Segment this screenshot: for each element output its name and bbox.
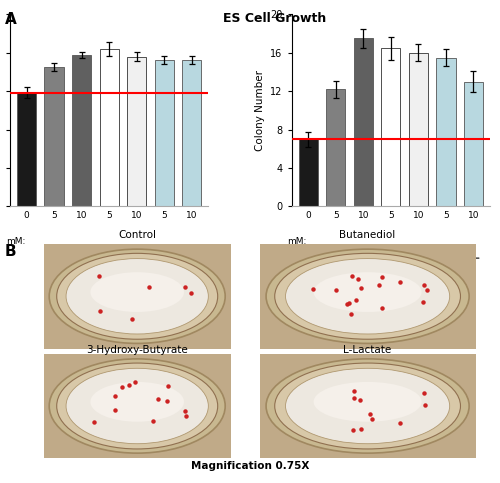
Text: p < 0.01: p < 0.01 [84, 297, 134, 307]
Text: B: B [5, 244, 16, 259]
Bar [154, 60, 174, 206]
Ellipse shape [90, 382, 184, 422]
Text: Control: Control [118, 230, 156, 240]
Ellipse shape [56, 363, 218, 449]
Ellipse shape [314, 272, 422, 312]
Text: 3HB: 3HB [394, 271, 414, 282]
Ellipse shape [314, 382, 422, 422]
Text: L-Lac: L-Lac [165, 271, 191, 282]
Bar [72, 55, 92, 206]
Text: A: A [5, 12, 17, 27]
Bar [326, 89, 345, 206]
Text: ES Cell Growth: ES Cell Growth [224, 12, 326, 25]
Bar [408, 53, 428, 206]
Text: 3HB: 3HB [113, 271, 133, 282]
Bar [354, 39, 373, 206]
FancyBboxPatch shape [44, 354, 231, 458]
Bar [127, 57, 146, 206]
Y-axis label: Colony Number: Colony Number [254, 70, 264, 151]
Ellipse shape [286, 369, 450, 444]
Ellipse shape [266, 249, 469, 343]
Text: mM:: mM: [288, 237, 307, 246]
FancyBboxPatch shape [44, 244, 231, 349]
Text: L-Lac: L-Lac [447, 271, 472, 282]
Text: BD: BD [60, 271, 75, 282]
Bar [298, 139, 318, 206]
Ellipse shape [66, 369, 208, 444]
Ellipse shape [266, 359, 469, 453]
Text: p < 0.01: p < 0.01 [366, 297, 416, 307]
Text: BD: BD [342, 271, 356, 282]
Bar [182, 60, 202, 206]
Text: mM:: mM: [6, 237, 25, 246]
Bar [100, 49, 119, 206]
Ellipse shape [66, 258, 208, 334]
Text: Magnification 0.75X: Magnification 0.75X [191, 461, 309, 471]
Bar [436, 57, 456, 206]
Ellipse shape [56, 254, 218, 339]
Text: Butanediol: Butanediol [340, 230, 396, 240]
FancyBboxPatch shape [260, 244, 476, 349]
Bar [17, 93, 36, 206]
Text: 3-Hydroxy-Butyrate: 3-Hydroxy-Butyrate [86, 345, 188, 355]
Ellipse shape [49, 249, 225, 343]
Ellipse shape [286, 258, 450, 334]
Bar [381, 48, 400, 206]
Ellipse shape [90, 272, 184, 312]
Bar [464, 82, 483, 206]
Ellipse shape [49, 359, 225, 453]
FancyBboxPatch shape [260, 354, 476, 458]
Bar [44, 67, 64, 206]
Ellipse shape [274, 363, 460, 449]
Ellipse shape [274, 254, 460, 339]
Text: L-Lactate: L-Lactate [344, 345, 392, 355]
